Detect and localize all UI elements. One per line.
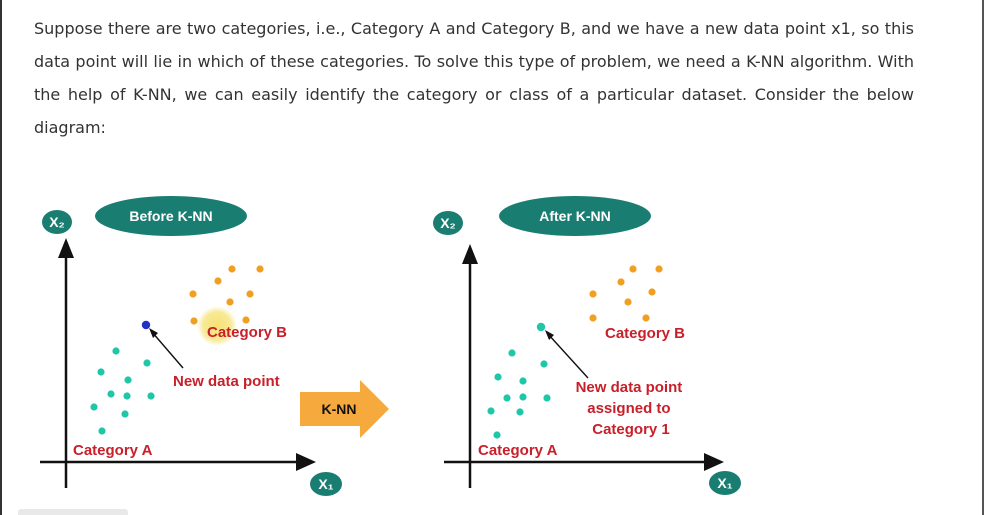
knn-arrow-label: K-NN	[322, 401, 357, 417]
intro-paragraph: Suppose there are two categories, i.e., …	[34, 19, 914, 137]
right-category-b-dots	[589, 265, 663, 322]
cat-b-dot	[648, 288, 656, 296]
right-category-a-dots	[487, 322, 551, 439]
cat-b-dot	[589, 290, 597, 298]
cursor-highlight	[197, 306, 237, 346]
knn-arrow-shape	[300, 380, 389, 438]
cat-a-dot	[121, 410, 129, 418]
cat-a-dot	[503, 394, 511, 402]
cat-b-dot	[226, 298, 234, 306]
right-category-a-label: Category A	[478, 442, 558, 459]
cat-a-dot	[97, 368, 105, 376]
cat-b-dot	[242, 316, 250, 324]
right-x-arrowhead	[704, 453, 724, 471]
cat-b-dot	[246, 290, 254, 298]
cat-a-dot	[543, 394, 551, 402]
cat-b-dot	[189, 290, 197, 298]
cat-a-dot	[519, 393, 527, 401]
after-knn-pill	[499, 196, 651, 236]
cat-a-dot	[90, 403, 98, 411]
cat-a-dot	[147, 392, 155, 400]
right-new-point-line-3: Category 1	[592, 421, 670, 438]
cat-a-dot	[123, 392, 131, 400]
cat-b-dot	[589, 314, 597, 322]
cat-b-dot	[624, 298, 632, 306]
left-x1-label: X₁	[318, 476, 333, 492]
left-new-point-label: New data point	[173, 373, 280, 390]
cat-b-dot	[642, 314, 650, 322]
right-pointer-head	[545, 330, 554, 340]
cat-a-dot	[516, 408, 524, 416]
after-knn-title: After K-NN	[539, 208, 611, 224]
left-category-a-dots	[90, 347, 155, 435]
before-knn-title: Before K-NN	[129, 208, 212, 224]
cat-a-dot	[508, 349, 516, 357]
right-y-arrowhead	[462, 244, 478, 264]
right-pointer-line	[547, 333, 589, 379]
cat-a-dot	[493, 431, 501, 439]
assigned-new-point	[536, 322, 546, 332]
cat-b-dot	[617, 278, 625, 286]
cat-a-dot	[124, 376, 132, 384]
right-category-b-label: Category B	[605, 325, 685, 342]
left-panel: X₂ X₁ Before K-NN Category B	[40, 196, 342, 496]
right-new-point-label: New data point assigned to Category 1	[576, 379, 687, 438]
left-x1-badge	[310, 472, 342, 496]
cat-b-dot	[256, 265, 264, 273]
before-knn-pill	[95, 196, 247, 236]
left-x2-badge	[42, 210, 72, 234]
left-category-a-label: Category A	[73, 442, 153, 459]
left-new-data-point	[141, 320, 151, 330]
left-x2-label: X₂	[49, 214, 65, 230]
cat-a-dot	[98, 427, 106, 435]
right-x1-badge	[709, 471, 741, 495]
right-x2-label: X₂	[440, 215, 456, 231]
cat-a-dot	[519, 377, 527, 385]
cat-a-dot	[107, 390, 115, 398]
cat-a-dot	[494, 373, 502, 381]
right-x1-label: X₁	[717, 475, 732, 491]
cat-b-dot	[655, 265, 663, 273]
left-border	[0, 0, 2, 515]
right-new-point-line-2: assigned to	[587, 400, 670, 417]
left-x-arrowhead	[296, 453, 316, 471]
cat-a-dot	[487, 407, 495, 415]
cat-b-dot	[629, 265, 637, 273]
knn-arrow: K-NN	[300, 380, 389, 438]
left-category-b-dots	[189, 265, 264, 325]
left-category-b-label: Category B	[207, 324, 287, 341]
left-pointer-head	[149, 328, 158, 338]
cat-b-dot	[228, 265, 236, 273]
partial-element-bottom	[18, 509, 128, 515]
cat-a-dot	[143, 359, 151, 367]
cat-a-dot	[540, 360, 548, 368]
right-panel: X₂ X₁ After K-NN Category B	[433, 196, 741, 495]
cat-b-dot	[190, 317, 198, 325]
cat-b-dot	[214, 277, 222, 285]
left-pointer-line	[151, 331, 184, 369]
cat-a-dot	[112, 347, 120, 355]
right-x2-badge	[433, 211, 463, 235]
left-y-arrowhead	[58, 238, 74, 258]
right-new-point-line-1: New data point	[576, 379, 683, 396]
